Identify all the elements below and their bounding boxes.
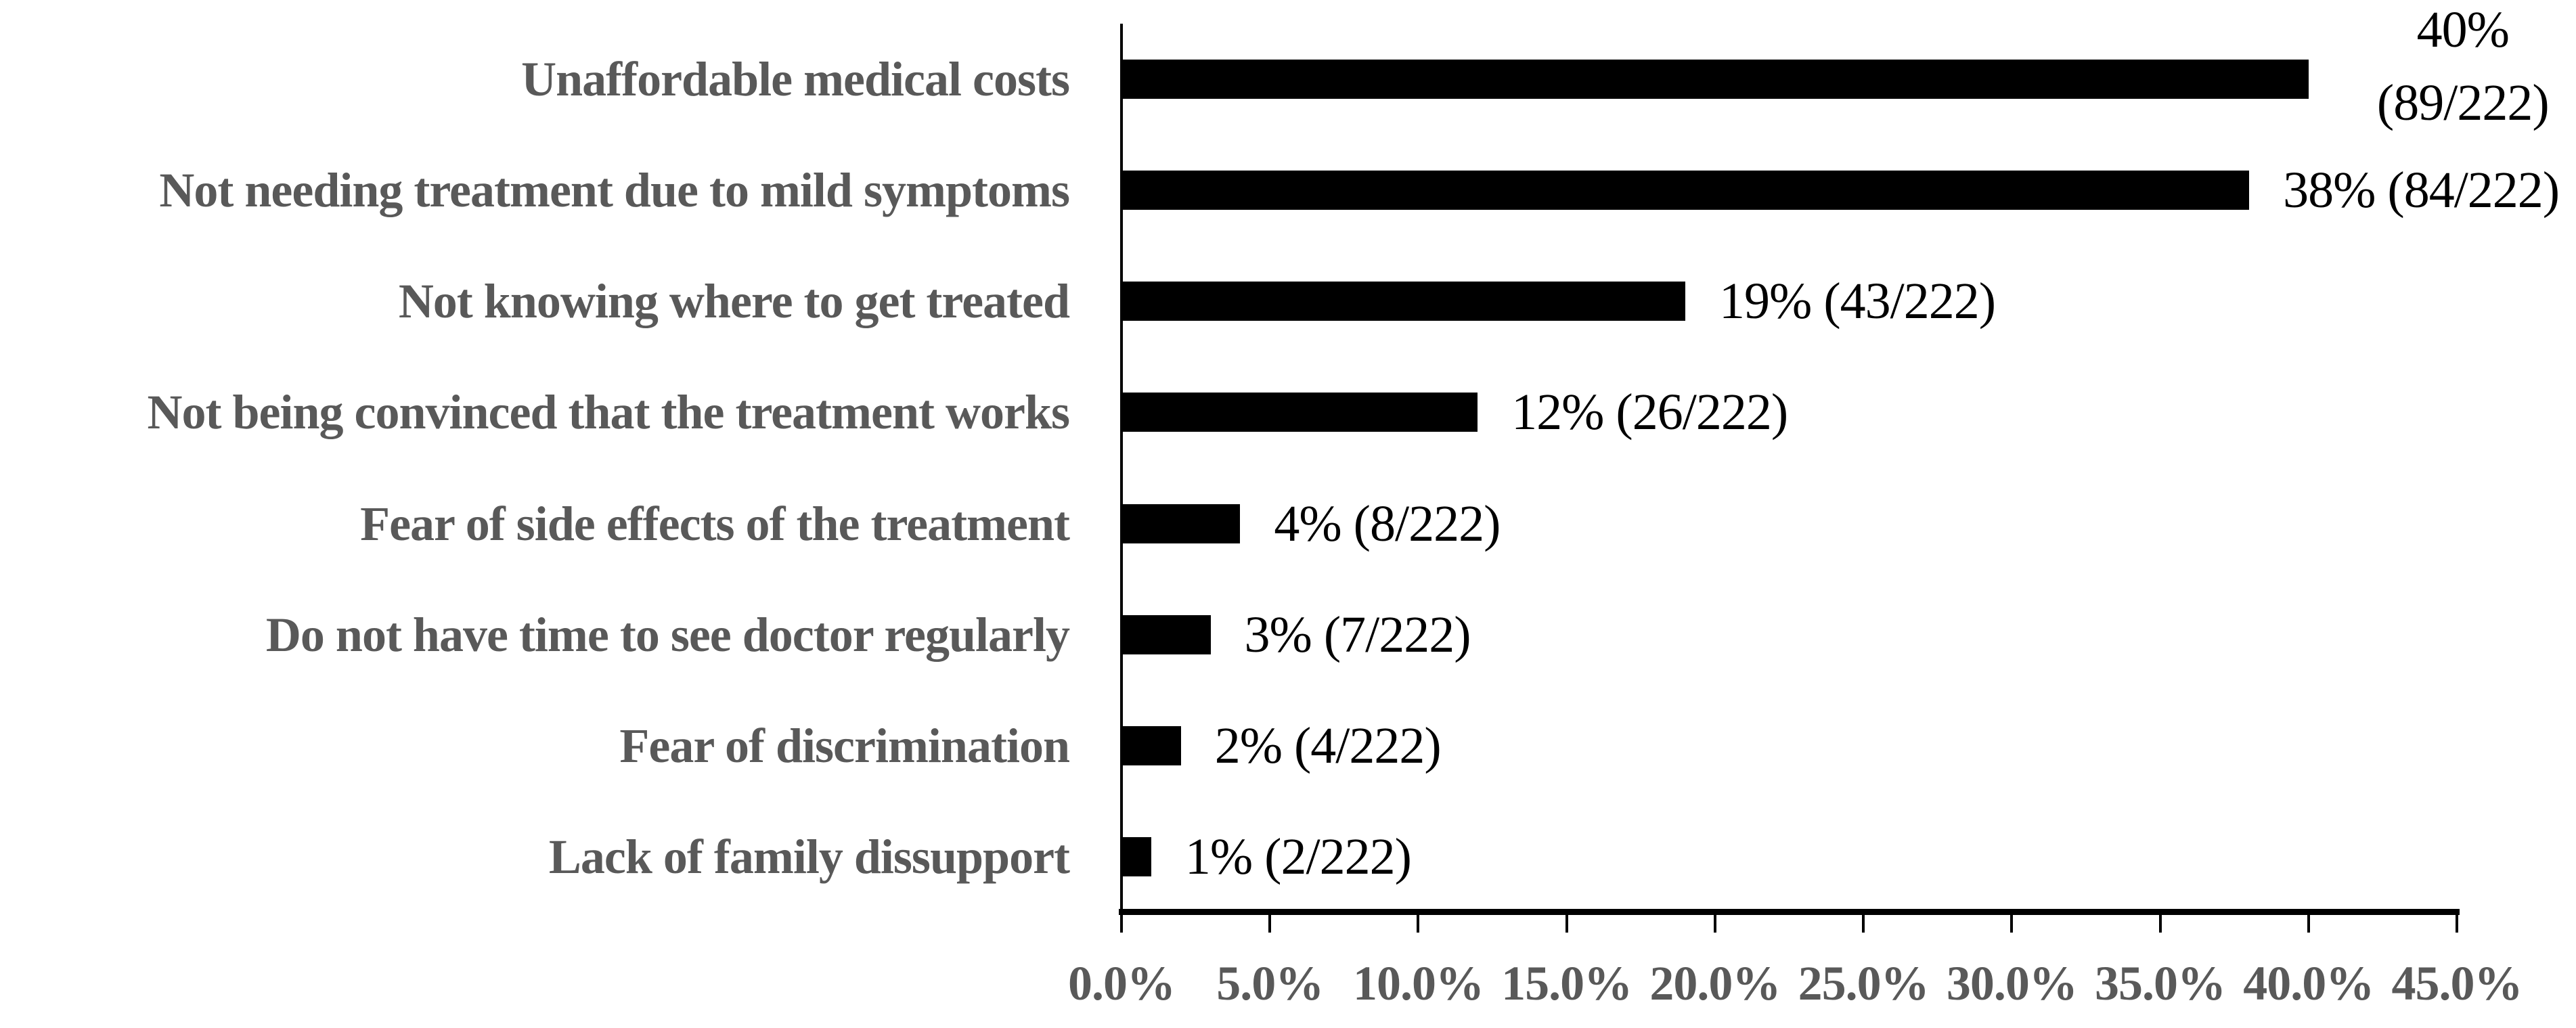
bar-value-label-line: 38% (84/222) xyxy=(2283,162,2560,219)
category-label: Fear of side effects of the treatment xyxy=(360,496,1070,551)
category-label: Unaffordable medical costs xyxy=(521,52,1070,106)
x-axis-tick-label: 35.0% xyxy=(2095,956,2226,1010)
bar-value-label-line: (89/222) xyxy=(2376,74,2550,131)
bar-value-label: 40% (89/222) xyxy=(2341,0,2576,139)
bar xyxy=(1122,171,2250,210)
x-axis-tick-label: 15.0% xyxy=(1501,956,1633,1010)
bar xyxy=(1122,60,2309,99)
x-axis-tick-label: 0.0% xyxy=(1068,956,1176,1010)
bar-value-label-line: 19% (43/222) xyxy=(1719,273,1996,330)
x-axis-tick xyxy=(1713,915,1716,933)
category-label: Do not have time to see doctor regularly xyxy=(265,607,1070,662)
x-axis-tick-label: 10.0% xyxy=(1352,956,1484,1010)
x-axis-tick-label: 20.0% xyxy=(1649,956,1781,1010)
bar-value-label: 2% (4/222) xyxy=(1214,717,1442,774)
bar-value-label-line: 12% (26/222) xyxy=(1511,384,1788,441)
bar-value-label: 1% (2/222) xyxy=(1184,828,1412,885)
bar xyxy=(1122,282,1686,321)
bar-value-label-line: 4% (8/222) xyxy=(1274,495,1501,552)
bar-value-label: 4% (8/222) xyxy=(1274,495,1501,552)
x-axis-tick xyxy=(1862,915,1865,933)
x-axis-tick-label: 30.0% xyxy=(1946,956,2078,1010)
x-axis-tick-label: 5.0% xyxy=(1216,956,1324,1010)
bar-value-label: 3% (7/222) xyxy=(1245,607,1471,663)
bar-value-label-line: 3% (7/222) xyxy=(1244,606,1471,663)
x-axis-tick xyxy=(1565,915,1568,933)
bar xyxy=(1122,836,1151,876)
x-axis-tick xyxy=(1120,915,1123,933)
x-axis-tick xyxy=(1417,915,1420,933)
bar-value-label: 19% (43/222) xyxy=(1719,273,1996,330)
category-label: Not knowing where to get treated xyxy=(398,274,1070,329)
bar-value-label: 38% (84/222) xyxy=(2283,162,2560,219)
bar xyxy=(1122,504,1241,543)
x-axis-tick-label: 40.0% xyxy=(2243,956,2374,1010)
bar-value-label-line: 40% xyxy=(2416,1,2510,58)
bar xyxy=(1122,725,1181,765)
bar-value-label-line: 1% (2/222) xyxy=(1184,828,1412,885)
category-label: Fear of discrimination xyxy=(619,718,1070,773)
x-axis-tick xyxy=(2456,915,2458,933)
x-axis-tick-label: 25.0% xyxy=(1798,956,1930,1010)
category-label: Not being convinced that the treatment w… xyxy=(147,385,1070,440)
x-axis-tick xyxy=(2158,915,2162,933)
x-axis-tick xyxy=(2010,915,2014,933)
bar xyxy=(1122,614,1211,654)
category-label: Not needing treatment due to mild sympto… xyxy=(159,163,1070,218)
y-axis-line xyxy=(1120,24,1123,915)
x-axis-tick xyxy=(1268,915,1272,933)
bar-value-label-line: 2% (4/222) xyxy=(1214,717,1442,774)
bar-value-label: 12% (26/222) xyxy=(1511,384,1788,441)
category-label: Lack of family dissupport xyxy=(548,829,1070,884)
x-axis-tick-label: 45.0% xyxy=(2391,956,2523,1010)
x-axis-tick xyxy=(2307,915,2310,933)
x-axis-line xyxy=(1119,909,2460,915)
bar xyxy=(1122,393,1478,432)
